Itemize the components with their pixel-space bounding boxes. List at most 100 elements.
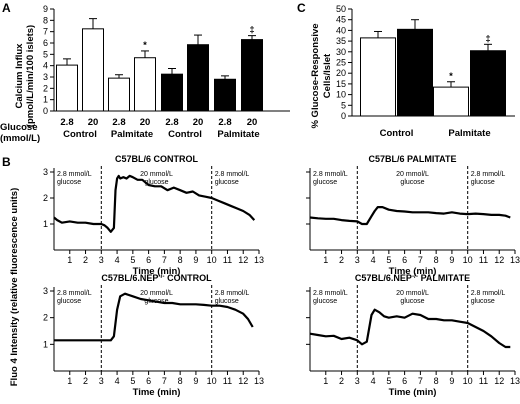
- b-xtick-label: 2: [339, 255, 344, 265]
- b-xtick-label: 3: [355, 376, 360, 386]
- b-xtick-label: 7: [162, 376, 167, 386]
- b-trace-title: C57BL/6 PALMITATE: [368, 154, 456, 164]
- a-category-label: 2.8: [60, 117, 73, 128]
- a-ytick-label: 6: [43, 38, 48, 48]
- b-xtick-label: 11: [223, 255, 232, 265]
- b-trace-line: [54, 292, 254, 342]
- b-xtick-label: 7: [418, 376, 423, 386]
- b-phase-label: 2.8 mmol/L: [215, 290, 250, 297]
- a-annotation: *: [143, 40, 147, 51]
- b-phase-label: 20 mmol/L: [140, 171, 173, 178]
- b-phase-label: glucose: [313, 179, 337, 186]
- b-xtick-label: 10: [207, 255, 217, 265]
- c-group-label: Palmitate: [448, 128, 490, 139]
- c-ylabel-1: % Glucose-Responsive: [310, 23, 321, 128]
- b-phase-label: 2.8 mmol/L: [57, 171, 92, 178]
- b-xtick-label: 8: [178, 376, 183, 386]
- b-xtick-label: 1: [67, 255, 72, 265]
- b-xtick-label: 3: [99, 376, 104, 386]
- c-bar: [397, 28, 433, 117]
- glucose-label: Glucose: [0, 122, 38, 133]
- b-xtick-label: 11: [479, 255, 488, 265]
- b-xlabel: Time (min): [389, 387, 437, 398]
- a-category-label: 20: [88, 117, 99, 128]
- c-annotation: ‡: [485, 33, 490, 44]
- a-group-label: Control: [168, 129, 202, 140]
- b-xtick-label: 5: [130, 255, 135, 265]
- c-ytick-label: 0: [341, 111, 346, 121]
- panel-c-label: C: [297, 1, 306, 15]
- a-ytick-label: 0: [43, 106, 48, 116]
- a-annotation: ‡: [249, 25, 254, 36]
- a-ylabel-1: Calcium Influx: [14, 43, 25, 109]
- a-bar: [82, 28, 104, 112]
- b-xtick-label: 13: [510, 376, 520, 386]
- c-ytick-label: 30: [336, 47, 346, 57]
- a-category-label: 20: [140, 117, 151, 128]
- c-bar: [470, 50, 506, 117]
- c-ytick-label: 5: [341, 100, 346, 110]
- c-ytick-label: 40: [336, 25, 346, 35]
- a-bar: [241, 39, 263, 112]
- b-xtick-label: 7: [418, 255, 423, 265]
- c-ytick-label: 10: [336, 90, 346, 100]
- b-phase-label: glucose: [400, 179, 424, 186]
- b-xtick-label: 5: [130, 376, 135, 386]
- b-phase-label: 2.8 mmol/L: [215, 171, 250, 178]
- bar-chart-c: % Glucose-Responsive Cells/Islet 0510152…: [310, 4, 515, 139]
- a-category-label: 2.8: [218, 117, 231, 128]
- b-phase-label: glucose: [471, 179, 495, 186]
- b-xtick-label: 13: [254, 255, 264, 265]
- b-xtick-label: 5: [386, 255, 391, 265]
- b-xtick-label: 3: [99, 255, 104, 265]
- a-ytick-label: 3: [43, 72, 48, 82]
- b-phase-label: 2.8 mmol/L: [471, 171, 506, 178]
- b-xtick-label: 1: [323, 376, 328, 386]
- a-ytick-label: 9: [43, 4, 48, 14]
- a-group-label: Palmitate: [217, 129, 259, 140]
- c-ytick-label: 20: [336, 68, 346, 78]
- b-xtick-label: 8: [434, 376, 439, 386]
- b-xtick-label: 4: [371, 255, 376, 265]
- b-ytick-label: 2: [43, 193, 48, 203]
- a-category-label: 20: [247, 117, 258, 128]
- b-phase-label: glucose: [313, 298, 337, 305]
- b-phase-label: glucose: [57, 298, 81, 305]
- b-xtick-label: 10: [207, 376, 217, 386]
- a-bar: [134, 57, 156, 112]
- a-bar: [161, 73, 183, 112]
- b-xtick-label: 6: [146, 255, 151, 265]
- b-phase-label: 2.8 mmol/L: [57, 290, 92, 297]
- a-ytick-label: 2: [43, 83, 48, 93]
- c-ytick-label: 25: [336, 58, 346, 68]
- b-phase-label: glucose: [57, 179, 81, 186]
- b-xlabel: Time (min): [389, 266, 437, 277]
- bar-chart-a: Calcium Influx (pmol/L/min/100 islets) G…: [0, 4, 290, 144]
- a-category-label: 2.8: [165, 117, 178, 128]
- c-ytick-label: 45: [336, 15, 346, 25]
- b-phase-label: 2.8 mmol/L: [471, 290, 506, 297]
- b-xtick-label: 4: [371, 376, 376, 386]
- b-xtick-label: 11: [479, 376, 488, 386]
- b-xtick-label: 1: [323, 255, 328, 265]
- b-ylabel: Fluo 4 Intensity (relative fluorescence …: [9, 188, 20, 387]
- b-xtick-label: 11: [223, 376, 232, 386]
- a-category-label: 20: [193, 117, 204, 128]
- a-group-label: Control: [63, 129, 97, 140]
- b-xtick-label: 4: [115, 376, 120, 386]
- b-xtick-label: 8: [178, 255, 183, 265]
- b-xtick-label: 10: [463, 255, 473, 265]
- b-xtick-label: 5: [386, 376, 391, 386]
- b-phase-label: glucose: [400, 298, 424, 305]
- b-xtick-label: 10: [463, 376, 473, 386]
- panel-a-label: A: [2, 1, 11, 15]
- b-xtick-label: 9: [193, 255, 198, 265]
- a-category-label: 2.8: [112, 117, 125, 128]
- b-xtick-label: 3: [355, 255, 360, 265]
- b-xtick-label: 12: [238, 255, 248, 265]
- b-xtick-label: 2: [339, 376, 344, 386]
- b-phase-label: 2.8 mmol/L: [313, 290, 348, 297]
- c-ylabel-2: Cells/Islet: [322, 53, 333, 98]
- b-xtick-label: 6: [402, 255, 407, 265]
